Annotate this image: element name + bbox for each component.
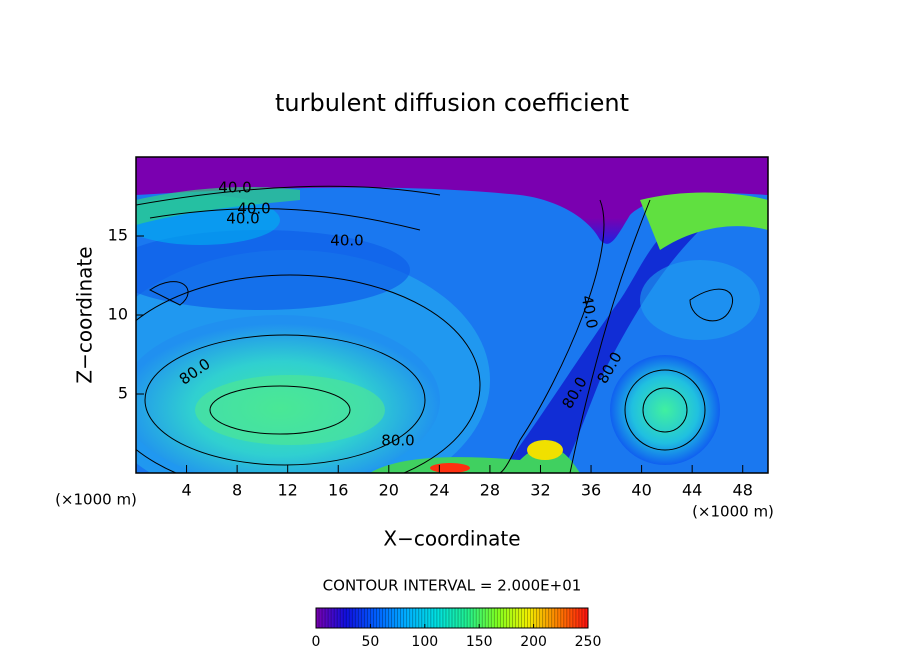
- x-axis-label: X−coordinate: [383, 527, 520, 551]
- y-tick-label: 15: [108, 226, 128, 245]
- y-tick-label: 10: [108, 305, 128, 324]
- colorbar-tick-label: 150: [466, 634, 493, 650]
- x-tick-label: 4: [181, 481, 191, 500]
- x-tick-label: 28: [480, 481, 500, 500]
- colorbar-tick-label: 0: [312, 634, 321, 650]
- colorbar-tick-label: 250: [575, 634, 602, 650]
- colorbar-frame: [315, 607, 589, 629]
- x-tick-label: 40: [631, 481, 651, 500]
- x-unit-label: (×1000 m): [692, 503, 774, 521]
- contour-label: 40.0: [237, 200, 270, 218]
- contour-label: 40.0: [330, 232, 363, 250]
- contour-interval: CONTOUR INTERVAL = 2.000E+01: [323, 577, 582, 595]
- contour-label: 40.0: [218, 179, 251, 197]
- colorbar-tick-label: 100: [411, 634, 438, 650]
- x-tick-label: 32: [530, 481, 550, 500]
- colorbar-tick-label: 200: [520, 634, 547, 650]
- x-tick-label: 16: [328, 481, 348, 500]
- x-tick-label: 48: [733, 481, 753, 500]
- x-tick-label: 36: [581, 481, 601, 500]
- x-tick-label: 8: [232, 481, 242, 500]
- x-unit-label: (×1000 m): [55, 491, 137, 509]
- x-tick-label: 20: [379, 481, 399, 500]
- x-tick-label: 44: [682, 481, 702, 500]
- contour-label: 40.0: [578, 294, 602, 330]
- colorbar-tick-label: 50: [361, 634, 379, 650]
- colorbar-fill: [316, 608, 588, 628]
- colorbar: 0 50 100 150 200 250: [312, 607, 602, 650]
- y-tick-label: 5: [118, 384, 128, 403]
- y-axis-label: Z−coordinate: [73, 246, 97, 383]
- x-tick-label: 24: [429, 481, 449, 500]
- chart-title: turbulent diffusion coefficient: [275, 89, 629, 117]
- field: [136, 157, 768, 473]
- contour-label: 80.0: [381, 432, 414, 450]
- contour-label: 40.0: [226, 210, 259, 228]
- x-tick-label: 12: [278, 481, 298, 500]
